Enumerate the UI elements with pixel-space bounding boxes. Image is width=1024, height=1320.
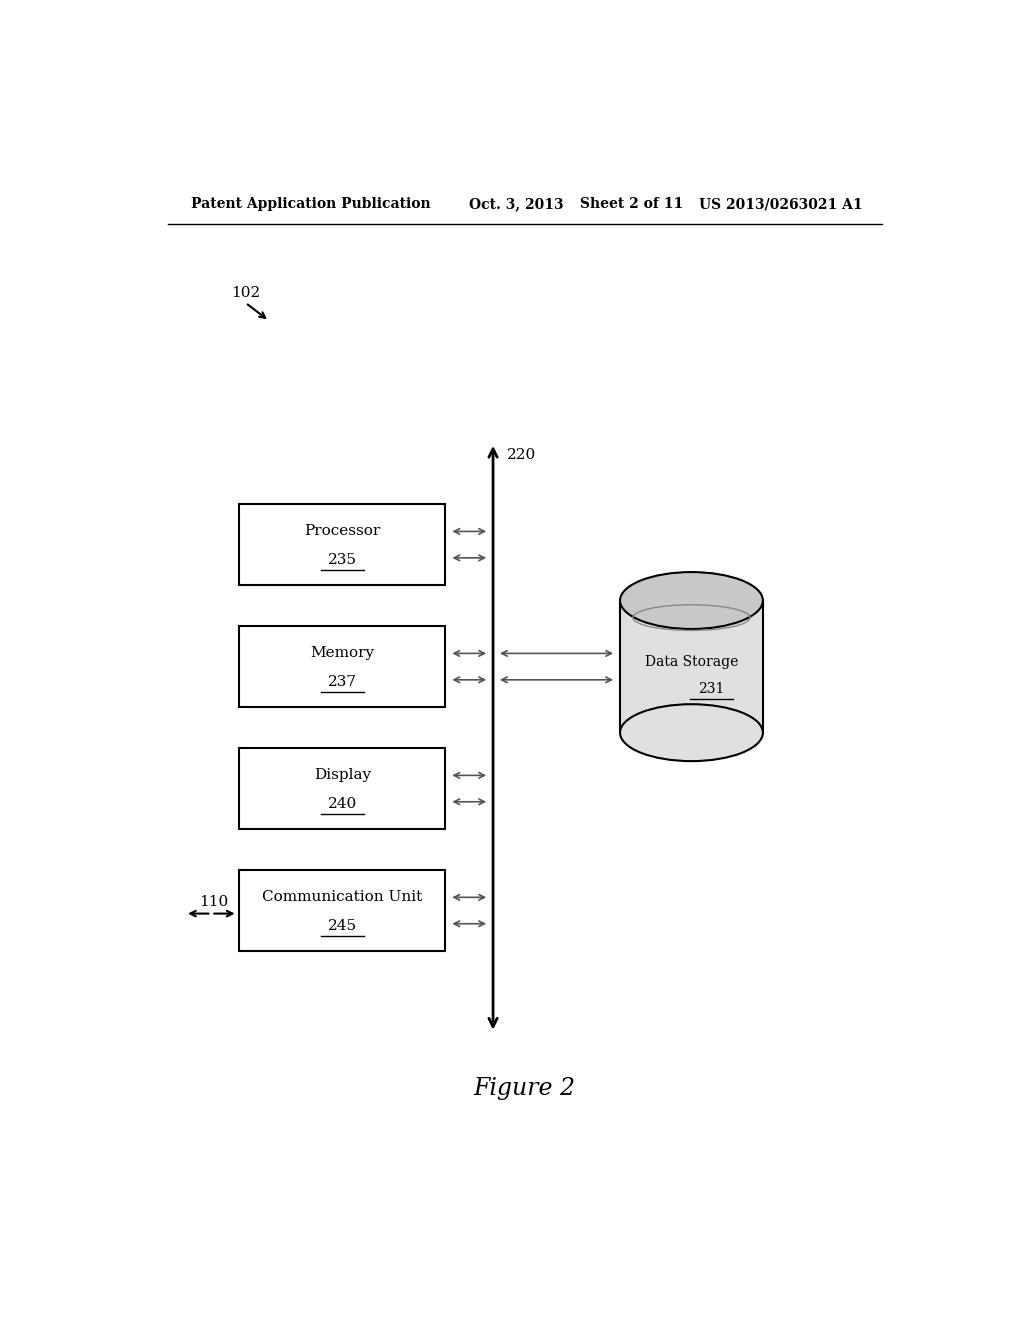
Text: 231: 231 xyxy=(698,682,725,696)
Text: Communication Unit: Communication Unit xyxy=(262,890,422,904)
Bar xyxy=(240,870,445,952)
Ellipse shape xyxy=(621,572,763,630)
Text: 245: 245 xyxy=(328,919,356,933)
Text: 237: 237 xyxy=(328,675,356,689)
Bar xyxy=(620,601,763,733)
Text: Memory: Memory xyxy=(310,647,375,660)
Bar xyxy=(240,504,445,585)
Text: Processor: Processor xyxy=(304,524,380,539)
Text: Figure 2: Figure 2 xyxy=(474,1077,575,1100)
Text: Data Storage: Data Storage xyxy=(645,655,738,668)
Text: Patent Application Publication: Patent Application Publication xyxy=(191,197,431,211)
Bar xyxy=(240,748,445,829)
Text: 240: 240 xyxy=(328,797,357,810)
Text: US 2013/0263021 A1: US 2013/0263021 A1 xyxy=(699,197,863,211)
Text: Oct. 3, 2013: Oct. 3, 2013 xyxy=(469,197,564,211)
Text: 235: 235 xyxy=(328,553,356,566)
Text: Display: Display xyxy=(313,768,371,783)
Bar xyxy=(240,626,445,708)
Text: 102: 102 xyxy=(231,285,260,300)
Ellipse shape xyxy=(621,704,763,762)
Text: Sheet 2 of 11: Sheet 2 of 11 xyxy=(581,197,684,211)
Text: 110: 110 xyxy=(200,895,228,909)
Text: 220: 220 xyxy=(507,447,537,462)
